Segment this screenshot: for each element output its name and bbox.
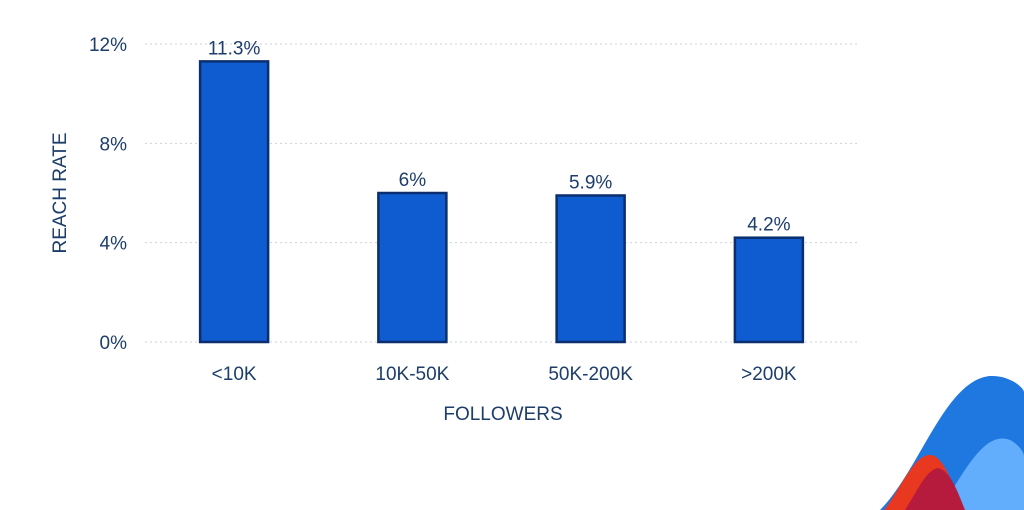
gridlines (145, 43, 858, 343)
bar (733, 236, 805, 344)
y-tick-label: 0% (100, 333, 128, 354)
data-labels: 11.3% 6% 5.9% 4.2% (208, 38, 791, 235)
bar-value-label: 5.9% (569, 172, 612, 193)
bar (198, 60, 270, 344)
x-tick-label: 50K-200K (548, 364, 633, 385)
y-axis-title: REACH RATE (50, 132, 71, 253)
brand-wave-decoration (880, 375, 1024, 510)
x-tick-label: >200K (741, 364, 797, 385)
x-tick-label: 10K-50K (375, 364, 449, 385)
bar (377, 191, 448, 344)
bar-value-label: 4.2% (747, 215, 790, 236)
bar (555, 194, 626, 344)
y-tick-label: 12% (89, 35, 127, 56)
x-axis-title: FOLLOWERS (443, 404, 562, 425)
bar-value-label: 11.3% (208, 38, 261, 59)
y-axis-ticks: 0% 4% 8% 12% (89, 35, 127, 354)
bar-value-label: 6% (399, 170, 427, 191)
y-tick-label: 8% (100, 134, 128, 155)
bars (198, 60, 805, 344)
y-tick-label: 4% (100, 234, 128, 255)
x-tick-label: <10K (212, 364, 257, 385)
x-axis-ticks: <10K 10K-50K 50K-200K >200K (212, 364, 797, 385)
